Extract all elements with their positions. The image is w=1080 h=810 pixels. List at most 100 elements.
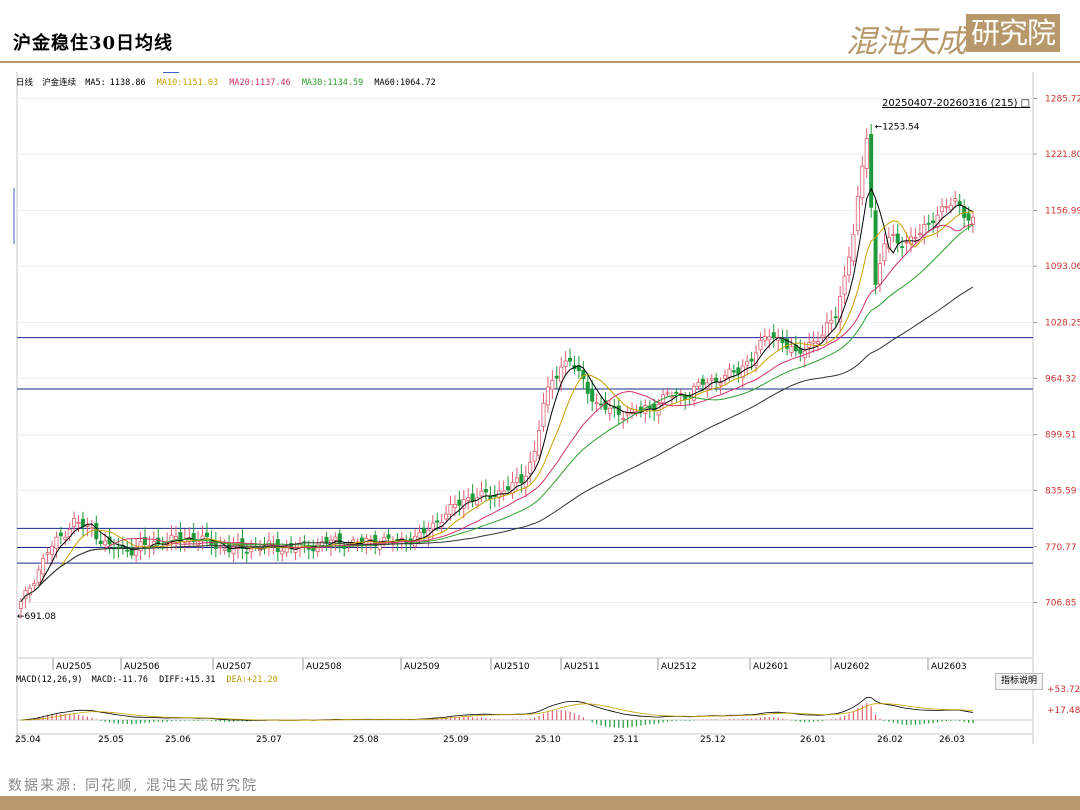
y-tick-label: 899.51: [1045, 431, 1077, 441]
candle-body: [134, 547, 139, 556]
ma60-value: 1064.72: [399, 78, 436, 88]
candle-body: [851, 233, 856, 262]
y-tick-label: 1285.72: [1045, 94, 1080, 104]
candle-body: [718, 382, 723, 386]
candle-body: [435, 520, 440, 523]
candle-body: [452, 503, 457, 509]
date-label: 26.03: [939, 735, 965, 744]
candle-body: [506, 486, 511, 491]
ma30-line: [20, 224, 974, 602]
date-range-label[interactable]: 20250407-20260316 (215) □: [882, 98, 1030, 109]
y-tick-label: 1156.99: [1045, 207, 1080, 217]
candle-body: [501, 490, 506, 494]
candle-body: [581, 370, 586, 380]
price-chart[interactable]: 1285.72 1221.80 1156.99 1093.06 1028.25 964.3…: [13, 72, 1080, 744]
data-source: 数据来源: 同花顺, 混沌天成研究院: [8, 778, 259, 794]
candle-body: [855, 195, 860, 231]
candle-body: [962, 206, 967, 218]
y-tick-label: 1028.25: [1045, 319, 1080, 329]
candle-body: [931, 220, 936, 224]
candle-body: [89, 527, 94, 530]
candle-body: [665, 392, 670, 395]
ma-legend: 日线 沪金连续 MA5: 1138.86 MA10:1151.03 MA20:11…: [16, 76, 440, 88]
candle-body: [563, 360, 568, 367]
ma5-line: [20, 187, 974, 602]
candle-body: [869, 134, 874, 208]
indicator-help-button[interactable]: 指标说明: [995, 673, 1043, 690]
candle-body: [244, 551, 249, 554]
candle-body: [63, 536, 68, 540]
candle-body: [873, 210, 878, 285]
logo-box-text: 研究院: [966, 14, 1060, 52]
candle-body: [103, 540, 108, 546]
candle-body: [36, 569, 41, 584]
contract-label: AU2508: [306, 662, 342, 672]
candle-body: [789, 346, 794, 353]
candle-body: [745, 361, 750, 366]
candle-body: [878, 263, 883, 285]
date-label: 25.11: [613, 735, 639, 744]
macd-name: MACD(12,26,9): [16, 675, 83, 685]
candle-body: [590, 388, 595, 402]
symbol-label[interactable]: 沪金连续: [42, 78, 77, 88]
candle-body: [758, 339, 763, 351]
candle-body: [280, 550, 285, 555]
candle-body: [816, 341, 821, 345]
date-label: 25.04: [15, 735, 41, 744]
candle-body: [922, 224, 927, 238]
candle-body: [125, 549, 130, 552]
candle-body: [953, 198, 958, 202]
period-label[interactable]: 日线: [16, 78, 34, 88]
candle-body: [625, 412, 630, 416]
date-label: 25.05: [98, 735, 124, 744]
candle-body: [222, 548, 227, 551]
candle-body: [723, 374, 728, 380]
candle-body: [559, 366, 564, 383]
ma10-value: 1151.03: [182, 78, 219, 88]
candle-body: [891, 234, 896, 236]
ma20-label: MA20:: [229, 78, 255, 88]
candle-body: [652, 403, 657, 412]
ma30-label: MA30:: [301, 78, 328, 88]
dea-label: DEA:: [226, 675, 248, 685]
contract-label: AU2509: [404, 662, 440, 672]
candle-body: [864, 138, 869, 169]
date-label: 25.09: [443, 735, 469, 744]
candle-body: [142, 537, 147, 545]
candle-body: [674, 391, 679, 394]
macd-label: MACD:: [91, 675, 118, 685]
y-tick-label: 1221.80: [1045, 150, 1080, 160]
candle-body: [324, 536, 329, 544]
candle-body: [444, 513, 449, 520]
candle-body: [767, 336, 772, 341]
candle-body: [72, 518, 77, 527]
candle-body: [904, 241, 909, 244]
contract-label: AU2506: [124, 662, 160, 672]
candle-body: [771, 332, 776, 339]
candle-body: [417, 531, 422, 539]
candle-body: [811, 340, 816, 344]
candle-body: [696, 381, 701, 387]
candle-body: [528, 461, 533, 475]
candle-body: [585, 381, 590, 394]
candle-body: [98, 540, 103, 545]
candle-body: [971, 216, 976, 225]
candle-body: [842, 275, 847, 295]
candle-body: [594, 402, 599, 405]
contract-label: AU2505: [56, 662, 92, 672]
y-tick-label: 770.77: [1045, 543, 1077, 553]
candle-body: [550, 379, 555, 390]
candle-body: [860, 165, 865, 199]
candle-body: [218, 546, 223, 549]
candle-body: [749, 358, 754, 362]
candle-body: [45, 552, 50, 555]
contract-label: AU2601: [753, 662, 789, 672]
date-label: 25.06: [165, 735, 191, 744]
y-tick-label: 1093.06: [1045, 262, 1080, 272]
lock-icon: □: [1020, 98, 1031, 109]
candle-body: [373, 534, 378, 547]
ma30-value: 1134.59: [327, 78, 364, 88]
ma10-line: [20, 211, 974, 602]
candle-body: [820, 334, 825, 338]
candle-body: [32, 583, 37, 587]
